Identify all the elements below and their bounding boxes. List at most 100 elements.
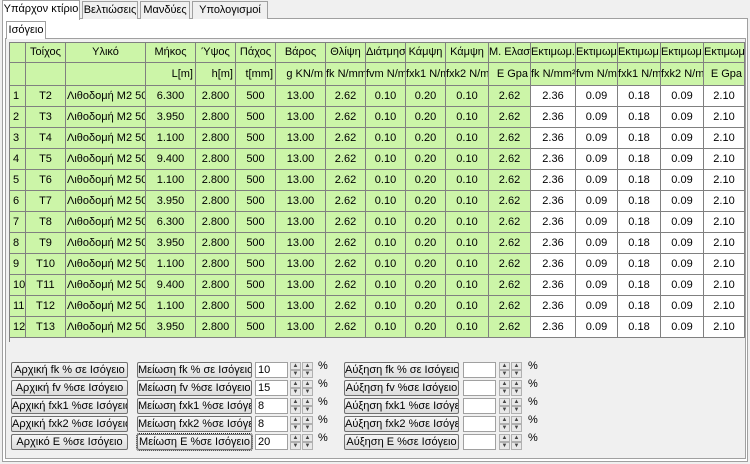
grid-cell[interactable]: 0.09	[576, 254, 618, 275]
spin-up[interactable]: ▲	[302, 380, 313, 388]
spin-down[interactable]: ▼	[499, 370, 510, 378]
spin-down[interactable]: ▼	[290, 442, 301, 450]
grid-cell[interactable]: 500	[236, 191, 276, 212]
spin-down[interactable]: ▼	[290, 406, 301, 414]
grid-cell[interactable]: 500	[236, 149, 276, 170]
decrease-input[interactable]: 15	[255, 380, 288, 396]
grid-cell[interactable]: 500	[236, 233, 276, 254]
grid-cell[interactable]: 2.62	[489, 296, 531, 317]
grid-cell[interactable]: 0.09	[661, 149, 704, 170]
spin-up[interactable]: ▲	[499, 362, 510, 370]
grid-cell[interactable]: 1.100	[146, 170, 196, 191]
spin-up[interactable]: ▲	[499, 380, 510, 388]
grid-cell[interactable]: 2.62	[326, 191, 366, 212]
grid-cell[interactable]: T3	[26, 107, 66, 128]
grid-cell[interactable]: 500	[236, 128, 276, 149]
grid-cell[interactable]: 2.62	[489, 233, 531, 254]
grid-cell[interactable]: 500	[236, 86, 276, 107]
grid-cell[interactable]: 0.20	[406, 86, 446, 107]
grid-cell[interactable]: 2.36	[531, 191, 576, 212]
grid-cell[interactable]: 0.09	[576, 317, 618, 338]
grid-cell[interactable]: 0.09	[576, 149, 618, 170]
grid-cell[interactable]: 500	[236, 170, 276, 191]
decrease-button[interactable]: Μείωση fk % σε Ισόγειο	[137, 362, 252, 378]
grid-cell[interactable]: 0.09	[576, 212, 618, 233]
grid-cell[interactable]: 0.18	[618, 149, 661, 170]
grid-cell[interactable]: Λιθοδομή M2 50 cm	[66, 275, 146, 296]
grid-cell[interactable]: 2.10	[704, 212, 745, 233]
grid-cell[interactable]: 2.62	[326, 317, 366, 338]
grid-cell[interactable]: Λιθοδομή M2 50 cm	[66, 170, 146, 191]
grid-cell[interactable]: 2.10	[704, 149, 745, 170]
grid-cell[interactable]: 2.62	[326, 296, 366, 317]
grid-cell[interactable]: 3.950	[146, 233, 196, 254]
grid-cell[interactable]: 2.800	[196, 317, 236, 338]
grid-cell[interactable]: 2.62	[489, 86, 531, 107]
grid-cell[interactable]: Λιθοδομή M2 50 cm	[66, 296, 146, 317]
grid-cell[interactable]: 0.10	[366, 254, 406, 275]
grid-cell[interactable]: 2.10	[704, 128, 745, 149]
grid-cell[interactable]: 13.00	[276, 191, 326, 212]
grid-cell[interactable]: 0.09	[576, 170, 618, 191]
spin-up[interactable]: ▲	[511, 416, 522, 424]
grid-cell[interactable]: 0.10	[366, 170, 406, 191]
grid-cell[interactable]: 2.800	[196, 233, 236, 254]
grid-cell[interactable]: 0.10	[446, 107, 489, 128]
grid-cell[interactable]: 2.10	[704, 254, 745, 275]
reset-button[interactable]: Αρχική fxk1 %σε Ισόγειο	[11, 398, 128, 414]
grid-cell[interactable]: 0.18	[618, 212, 661, 233]
grid-cell[interactable]: 0.09	[661, 296, 704, 317]
decrease-input[interactable]: 8	[255, 398, 288, 414]
spin-down[interactable]: ▼	[499, 442, 510, 450]
grid-cell[interactable]: 0.10	[446, 212, 489, 233]
grid-cell[interactable]: Λιθοδομή M2 50 cm	[66, 212, 146, 233]
grid-cell[interactable]: 0.09	[661, 170, 704, 191]
grid-cell[interactable]: 0.10	[446, 275, 489, 296]
grid-cell[interactable]: 2.36	[531, 149, 576, 170]
grid-cell[interactable]: 0.10	[446, 233, 489, 254]
grid-cell[interactable]: 2.62	[326, 275, 366, 296]
grid-cell[interactable]: 13.00	[276, 296, 326, 317]
grid-cell[interactable]: 2.800	[196, 107, 236, 128]
grid-cell[interactable]: T9	[26, 233, 66, 254]
decrease-button[interactable]: Μείωση E %σε Ισόγειο	[136, 433, 253, 451]
spin-up[interactable]: ▲	[511, 434, 522, 442]
spin-down[interactable]: ▼	[511, 370, 522, 378]
grid-cell[interactable]: 1.100	[146, 128, 196, 149]
grid-cell[interactable]: 0.20	[406, 170, 446, 191]
grid-cell[interactable]: 2.10	[704, 191, 745, 212]
increase-input[interactable]	[463, 362, 496, 378]
increase-button[interactable]: Αύξηση fxk1 %σε Ισόγειο	[344, 398, 459, 414]
grid-cell[interactable]: 500	[236, 107, 276, 128]
increase-button[interactable]: Αύξηση fk % σε Ισόγειο	[344, 362, 459, 378]
grid-cell[interactable]: Λιθοδομή M2 50 cm	[66, 254, 146, 275]
grid-cell[interactable]: 0.09	[661, 254, 704, 275]
grid-cell[interactable]: 0.10	[446, 254, 489, 275]
grid-cell[interactable]: 0.10	[366, 275, 406, 296]
decrease-input[interactable]: 20	[255, 434, 288, 450]
grid-cell[interactable]: 2.62	[326, 233, 366, 254]
grid-cell[interactable]: 0.09	[661, 86, 704, 107]
grid-cell[interactable]: 0.10	[366, 191, 406, 212]
grid-cell[interactable]: 2.62	[489, 212, 531, 233]
grid-cell[interactable]: 0.18	[618, 128, 661, 149]
grid-cell[interactable]: 0.09	[661, 233, 704, 254]
grid-cell[interactable]: Λιθοδομή M2 50 cm	[66, 128, 146, 149]
grid-cell[interactable]: 2.62	[489, 317, 531, 338]
grid-cell[interactable]: 0.18	[618, 233, 661, 254]
grid-cell[interactable]: 0.10	[446, 296, 489, 317]
grid-cell[interactable]: 0.10	[366, 233, 406, 254]
spin-up[interactable]: ▲	[511, 398, 522, 406]
spin-down[interactable]: ▼	[511, 406, 522, 414]
grid-cell[interactable]: Λιθοδομή M2 50 cm	[66, 233, 146, 254]
grid-cell[interactable]: 2.62	[326, 107, 366, 128]
grid-cell[interactable]: 2.62	[326, 86, 366, 107]
grid-cell[interactable]: 2.800	[196, 149, 236, 170]
grid-cell[interactable]: 2.36	[531, 86, 576, 107]
grid-cell[interactable]: 0.20	[406, 149, 446, 170]
grid-cell[interactable]: 2.62	[326, 254, 366, 275]
grid-cell[interactable]: 2.800	[196, 86, 236, 107]
decrease-input[interactable]: 8	[255, 416, 288, 432]
increase-button[interactable]: Αύξηση fv %σε Ισόγειο	[344, 380, 459, 396]
grid-cell[interactable]: 9.400	[146, 275, 196, 296]
